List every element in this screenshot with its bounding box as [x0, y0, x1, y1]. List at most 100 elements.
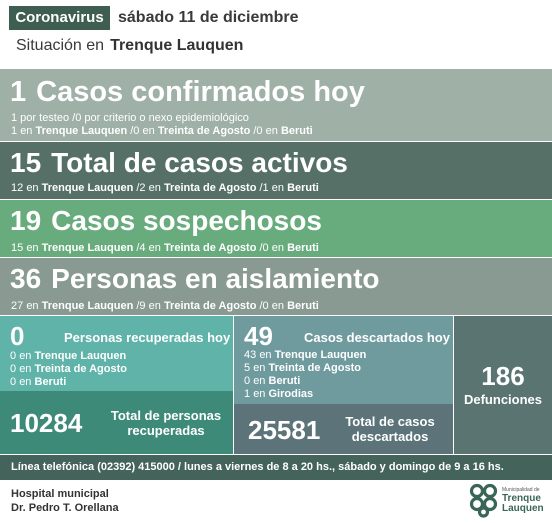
aislamiento-title: Personas en aislamiento — [51, 263, 380, 294]
en-word: en — [142, 125, 155, 137]
ta-name: Treinta de Agosto — [163, 182, 257, 194]
ta-count: /4 — [136, 242, 146, 254]
en-word: en — [271, 182, 284, 194]
aislamiento-detail: 27 en Trenque Lauquen /9 en Treinta de A… — [11, 300, 319, 313]
beruti-count: /0 — [259, 300, 269, 312]
label-line-1: Total de casos — [345, 414, 435, 429]
confirmados-number: 1 — [10, 76, 27, 108]
row-count: 0 — [10, 363, 17, 375]
sospechosos-title: Casos sospechosos — [51, 205, 322, 236]
coronavirus-tag: Coronavirus — [9, 6, 110, 30]
row-location: Beruti — [268, 375, 301, 387]
ta-count: /9 — [136, 300, 146, 312]
beruti-count: /0 — [259, 242, 269, 254]
defunciones-number: 186 — [481, 361, 525, 391]
aislamiento-band: 36 Personas en aislamiento 27 en Trenque … — [0, 258, 552, 315]
en-word: en — [148, 242, 161, 254]
recuperadas-panel: 0 Personas recuperadas hoy 0 en Trenque … — [0, 316, 233, 391]
ta-name: Treinta de Agosto — [163, 242, 257, 254]
beruti-count: /0 — [253, 125, 263, 137]
beruti-name: Beruti — [287, 242, 319, 254]
en-word: en — [259, 349, 272, 361]
en-word: en — [19, 363, 32, 375]
sospechosos-number: 19 — [10, 205, 42, 236]
label-line-1: Total de personas — [110, 408, 222, 423]
logo-name-2: Lauquen — [502, 503, 544, 514]
row-count: 0 — [10, 350, 17, 362]
beruti-name: Beruti — [280, 125, 313, 137]
hospital-line-1: Hospital municipal — [11, 488, 109, 500]
beruti-name: Beruti — [287, 300, 319, 312]
ta-count: /2 — [136, 182, 146, 194]
ta-name: Treinta de Agosto — [163, 300, 257, 312]
descartados-total-label: Total de casos descartados — [334, 414, 446, 444]
tl-name: Trenque Lauquen — [35, 125, 128, 137]
tl-count: 15 — [11, 242, 24, 254]
descartados-row: 5 en Treinta de Agosto — [244, 362, 361, 376]
descartados-number: 49 — [244, 321, 273, 351]
activos-number: 15 — [10, 147, 42, 178]
aislamiento-number: 36 — [10, 263, 42, 294]
activos-title: Total de casos activos — [51, 147, 348, 178]
recuperadas-row: 0 en Beruti — [10, 376, 66, 390]
en-word: en — [253, 388, 266, 400]
sospechosos-headline: 19 Casos sospechosos — [10, 205, 322, 237]
ta-count: /0 — [130, 125, 140, 137]
nexo-count: /0 — [72, 112, 82, 124]
nexo-label: por criterio o nexo epidemiológico — [81, 112, 249, 124]
label-line-2: recuperadas — [127, 423, 205, 438]
en-word: en — [253, 362, 266, 374]
hospital-name: Hospital municipal Dr. Pedro T. Orellana — [11, 487, 119, 515]
descartados-panel: 49 Casos descartados hoy 43 en Trenque L… — [234, 316, 453, 404]
en-word: en — [148, 182, 161, 194]
en-word: en — [19, 376, 32, 388]
phone-line: Línea telefónica (02392) 415000 / lunes … — [0, 455, 552, 480]
report-date: sábado 11 de diciembre — [118, 9, 299, 26]
tl-count: 27 — [11, 300, 24, 312]
tl-count: 12 — [11, 182, 24, 194]
situation-heading: Situación en Trenque Lauquen — [16, 36, 243, 56]
label-line-2: descartados — [351, 429, 429, 444]
recuperadas-total-number: 10284 — [10, 408, 83, 438]
en-word: en — [26, 300, 39, 312]
sospechosos-detail: 15 en Trenque Lauquen /4 en Treinta de A… — [11, 242, 319, 255]
row-location: Treinta de Agosto — [268, 362, 362, 374]
en-word: en — [271, 300, 284, 312]
en-word: en — [20, 125, 33, 137]
row-location: Beruti — [34, 376, 67, 388]
en-word: en — [271, 242, 284, 254]
recuperadas-number: 0 — [10, 321, 25, 351]
row-location: Girodias — [268, 388, 314, 400]
en-word: en — [253, 375, 266, 387]
confirmados-detail-1: 1 por testeo /0 por criterio o nexo epid… — [11, 112, 249, 125]
recuperadas-total-panel: 10284 Total de personas recuperadas — [0, 391, 233, 454]
recuperadas-total-label: Total de personas recuperadas — [106, 408, 226, 438]
en-word: en — [148, 300, 161, 312]
en-word: en — [26, 182, 39, 194]
confirmados-headline: 1 Casos confirmados hoy — [10, 75, 365, 109]
activos-detail: 12 en Trenque Lauquen /2 en Treinta de A… — [11, 182, 319, 195]
municipal-logo-icon: Municipalidad de Trenque Lauquen — [469, 483, 544, 518]
row-count: 5 — [244, 362, 251, 374]
beruti-count: /1 — [259, 182, 269, 194]
descartados-row: 1 en Girodias — [244, 388, 313, 402]
hospital-line-2: Dr. Pedro T. Orellana — [11, 502, 119, 514]
situation-label: Situación en — [16, 37, 105, 54]
ta-name: Treinta de Agosto — [157, 125, 251, 137]
tl-count: 1 — [11, 125, 18, 137]
confirmados-detail-2: 1 en Trenque Lauquen /0 en Treinta de Ag… — [11, 125, 313, 138]
descartados-total-number: 25581 — [248, 415, 321, 445]
defunciones-panel: 186 Defunciones — [454, 316, 552, 454]
row-count: 43 — [244, 349, 257, 361]
row-location: Trenque Lauquen — [274, 349, 367, 361]
row-count: 0 — [244, 375, 251, 387]
tl-name: Trenque Lauquen — [41, 242, 134, 254]
activos-headline: 15 Total de casos activos — [10, 147, 348, 179]
aislamiento-headline: 36 Personas en aislamiento — [10, 263, 380, 295]
row-location: Trenque Lauquen — [34, 350, 127, 362]
row-count: 0 — [10, 376, 17, 388]
row-count: 1 — [244, 388, 251, 400]
testeo-count: 1 — [11, 112, 18, 124]
confirmados-title: Casos confirmados hoy — [36, 76, 365, 108]
en-word: en — [26, 242, 39, 254]
